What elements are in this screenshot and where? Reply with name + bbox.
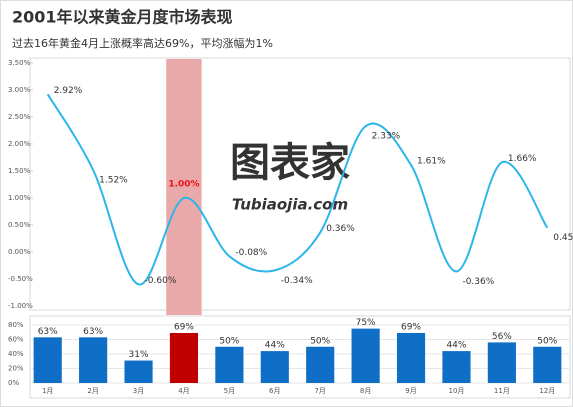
bar	[533, 346, 562, 383]
data-label: 69%	[174, 322, 194, 332]
y-tick-label: 1.50%	[8, 167, 31, 175]
data-label: -0.34%	[281, 276, 313, 286]
data-label: -0.36%	[462, 277, 494, 287]
data-label: 63%	[83, 327, 103, 337]
x-tick-label: 2月	[87, 387, 98, 395]
bar	[33, 337, 62, 383]
bar	[215, 346, 244, 383]
line	[46, 93, 549, 286]
data-label: 1.66%	[508, 154, 537, 164]
x-tick-label: 3月	[133, 387, 144, 395]
bar-panel	[29, 315, 571, 399]
bar	[442, 351, 471, 383]
data-label: 50%	[537, 336, 557, 346]
x-tick-label: 12月	[539, 387, 555, 395]
y-tick-label: 1.00%	[8, 194, 31, 202]
line-panel	[29, 57, 571, 311]
data-label: -0.60%	[145, 276, 177, 286]
x-tick-label: 10月	[448, 387, 464, 395]
data-label: 50%	[219, 336, 239, 346]
bar	[396, 332, 426, 383]
data-label: 31%	[129, 350, 149, 360]
data-label: 56%	[492, 332, 512, 342]
data-label: 1.52%	[99, 175, 128, 185]
x-tick-label: 8月	[360, 387, 371, 395]
y-tick-label: 60%	[8, 336, 24, 344]
bar	[169, 332, 199, 383]
y-tick-label: 2.00%	[8, 140, 31, 148]
x-tick-label: 9月	[405, 387, 416, 395]
watermark-logo: 图表家	[230, 140, 350, 186]
x-tick-label: 5月	[224, 387, 235, 395]
x-tick-label: 11月	[494, 387, 510, 395]
data-label: 50%	[310, 336, 330, 346]
y-tick-label: 3.00%	[8, 86, 31, 94]
y-tick-label: -1.00%	[8, 302, 33, 310]
highlight-band	[166, 59, 202, 315]
data-label: 1.00%	[168, 180, 199, 190]
x-tick-label: 6月	[269, 387, 280, 395]
chart-title: 2001年以来黄金月度市场表现	[12, 8, 233, 27]
data-label: 75%	[356, 318, 376, 328]
y-tick-label: 0.50%	[8, 221, 31, 229]
bar	[260, 351, 289, 383]
data-label: 44%	[265, 341, 285, 351]
data-label: 1.61%	[417, 157, 446, 167]
x-tick-label: 1月	[42, 387, 53, 395]
bar	[487, 342, 516, 383]
watermark-site: Tubiaojia.com	[232, 196, 348, 214]
x-tick-label: 7月	[314, 387, 325, 395]
data-label: 2.33%	[372, 132, 401, 142]
chart-subtitle: 过去16年黄金4月上涨概率高达69%，平均涨幅为1%	[12, 36, 273, 50]
bar	[79, 337, 108, 383]
data-label: 0.36%	[326, 224, 355, 234]
data-label: 63%	[38, 327, 58, 337]
y-tick-label: 0%	[8, 379, 19, 387]
y-tick-label: 3.50%	[8, 59, 31, 67]
y-tick-label: 0.00%	[8, 248, 31, 256]
data-label: 69%	[401, 322, 421, 332]
bar	[124, 360, 153, 383]
data-label: -0.08%	[235, 248, 267, 258]
y-tick-label: 80%	[8, 321, 24, 329]
y-tick-label: 40%	[8, 350, 24, 358]
y-tick-label: 2.50%	[8, 113, 31, 121]
data-label: 2.92%	[54, 86, 83, 96]
bar	[351, 328, 380, 383]
data-label: 44%	[446, 341, 466, 351]
bar	[306, 346, 335, 383]
data-label: 0.45%	[553, 233, 573, 243]
y-tick-label: -0.50%	[8, 275, 33, 283]
y-tick-label: 20%	[8, 365, 24, 373]
x-tick-label: 4月	[178, 387, 189, 395]
